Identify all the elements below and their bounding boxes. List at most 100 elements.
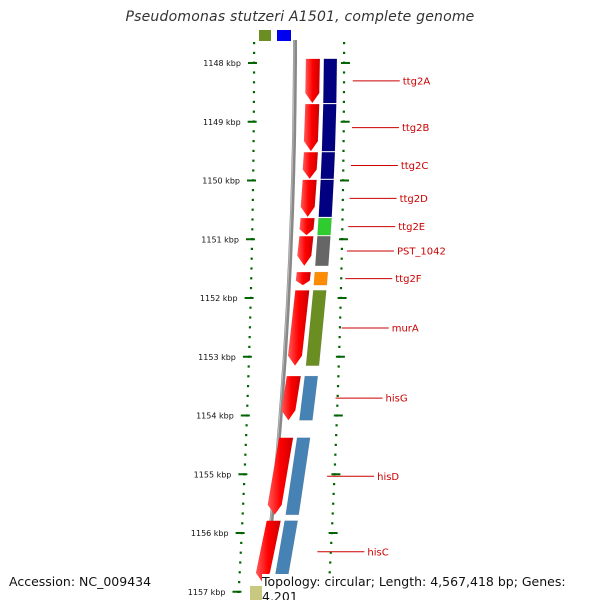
tick-dot [338,336,341,339]
cds-arrow-ttg2F [295,272,311,286]
gene-labels: ttg2A ttg2B ttg2C ttg2D ttg2E PST_1042 ttg2F mu… [317,76,446,558]
gene-label-ttg2E: ttg2E [398,222,425,233]
tick-dot [341,189,345,192]
tick-dot [249,287,253,290]
tick-dot [340,257,343,260]
tick-dot [329,561,332,564]
tick-dot [238,571,241,574]
tick-dot [246,404,249,407]
tick-dot [252,42,256,45]
tick-dot [252,81,256,84]
tick-dot [241,512,244,515]
tick-dot [341,208,344,211]
cds-arrow-hisD [267,437,294,515]
tick-dot [334,443,337,446]
gene-bar-ttg2C [320,152,336,179]
tick-label: 1153 kbp [198,353,236,362]
tick-dot [242,502,245,505]
tick-dot [250,277,253,280]
tick-label: 1155 kbp [194,470,232,479]
tick-dot [246,394,249,397]
tick-dot [336,394,339,397]
tick-dot [247,365,250,368]
tick-dot [251,189,255,192]
gene-bar-PST_1042 [315,236,331,266]
tick-dot [251,228,254,231]
tick-dot [341,218,344,221]
tick-label: 1154 kbp [196,412,234,421]
tick-dot [239,561,242,564]
tick-label: 1149 kbp [203,118,241,127]
cds-strand-group [255,58,320,583]
tick-dot [342,81,346,84]
tick-dot [250,247,253,250]
tick-dot [331,512,334,515]
tick-dot [247,375,250,378]
tick-dot [242,483,246,486]
tick-dot [336,404,339,407]
gene-bar-hisD [285,437,311,516]
tick-label: 1150 kbp [202,177,240,186]
gene-label-murA: murA [392,323,419,334]
tick-dot [342,71,346,74]
tick-dot [252,130,255,133]
gene-label-hisG: hisG [386,394,408,405]
gene-bar-ttg2B [321,103,337,152]
tick-dot [341,198,344,201]
tick-label: 1151 kbp [201,235,239,244]
gene-label-hisC: hisC [367,547,388,558]
tick-dot [252,51,256,54]
gene-label-PST_1042: PST_1042 [397,247,446,258]
tick-dot [340,247,343,250]
tick-dot [246,385,250,388]
tick-dot [244,443,247,446]
gene-bar-murA [305,290,327,366]
backbone-group [261,40,297,600]
topology-text: Topology: circular; Length: 4,567,418 bp… [262,574,600,600]
gene-label-ttg2B: ttg2B [402,123,430,134]
cds-arrow-PST_1042 [297,236,314,266]
tick-dot [340,267,343,270]
tick-dot [337,365,340,368]
tick-dot [250,257,253,260]
tick-dot [342,159,345,162]
tick-dot [248,326,252,329]
tick-dot [252,169,255,172]
tick-dot [342,130,345,133]
tick-dot [333,463,337,466]
tick-dot [340,277,343,280]
cds-arrow-ttg2C [302,152,318,179]
tick-marks: 1148 kbp 1149 kbp 1150 kbp 1151 kbp 1152 kbp… [188,59,350,597]
tick-dot [244,453,247,456]
gene-label-ttg2F: ttg2F [395,274,422,285]
cds-arrow-hisG [281,376,301,421]
backbone-line [261,40,297,600]
cds-arrow-ttg2E [299,218,315,236]
tick-dot [250,267,253,270]
gene-label-hisD: hisD [377,472,399,483]
tick-dot [330,541,333,544]
tick-dot [341,228,344,231]
backbone-highlight [261,40,295,600]
tick-dot [248,336,251,339]
tick-dot [252,159,255,162]
gene-features [273,58,338,584]
tick-dot [337,375,340,378]
tick-dot [342,100,346,103]
tick-dot [252,140,255,143]
tick-dot [252,100,256,103]
tick-dot [332,483,336,486]
edge-feature-top-right [277,30,291,41]
tick-dot [248,345,251,348]
gene-bar-ttg2A [323,58,338,104]
edge-feature-bottom-left [250,586,262,600]
tick-dot [339,316,342,319]
tick-dot [238,581,241,584]
gene-bar-hisG [299,375,319,421]
cds-arrow-hisC [255,520,281,583]
tick-dot [332,502,335,505]
accession-text: Accession: NC_009434 [9,574,152,589]
tick-dot [334,453,337,456]
